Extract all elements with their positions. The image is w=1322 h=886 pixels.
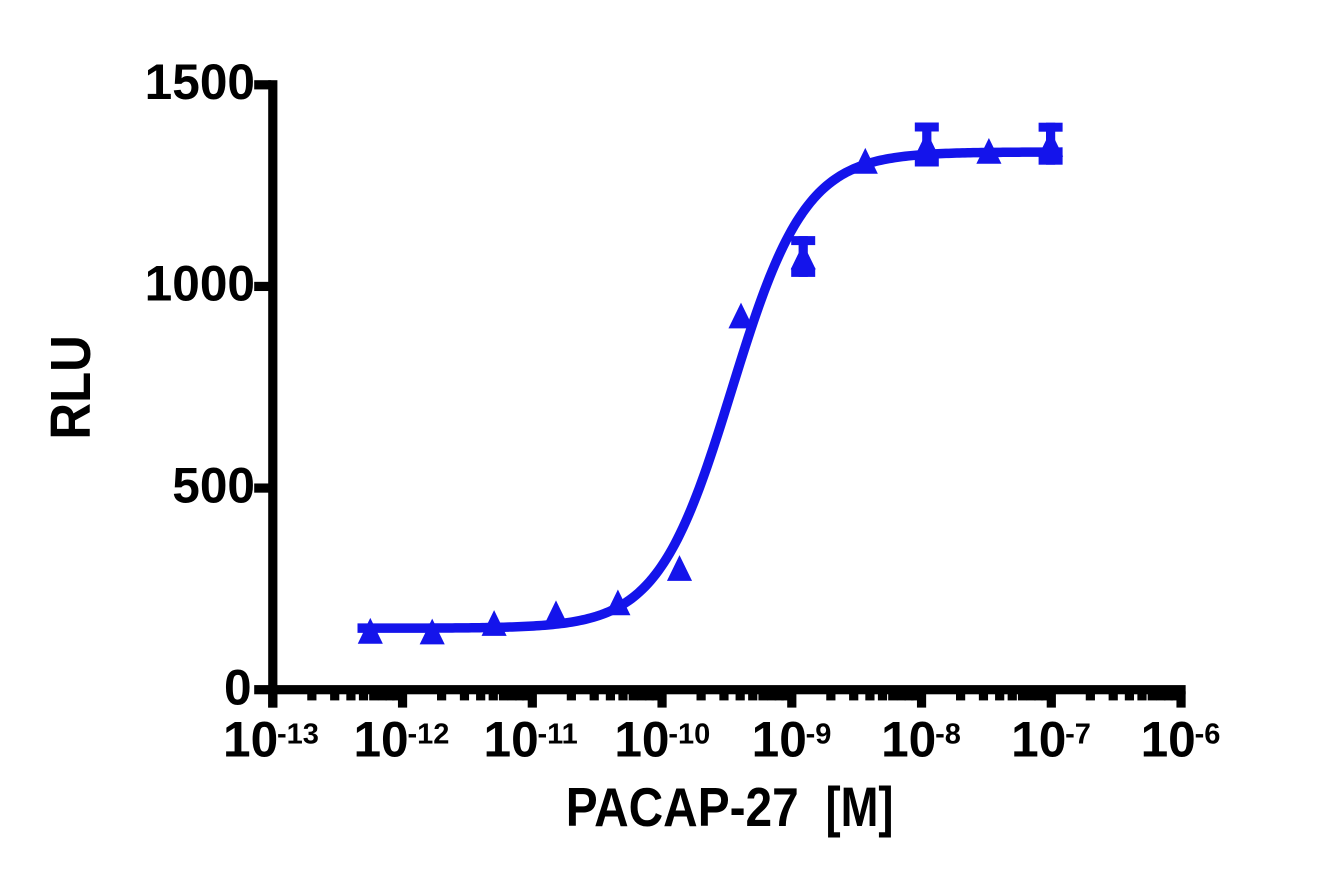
svg-text:-9: -9 xyxy=(806,719,832,751)
svg-text:-11: -11 xyxy=(538,719,578,751)
svg-text:10: 10 xyxy=(353,712,408,768)
svg-text:1000: 1000 xyxy=(145,256,255,312)
svg-text:-10: -10 xyxy=(668,719,710,751)
svg-text:10: 10 xyxy=(484,712,539,768)
svg-text:-12: -12 xyxy=(407,719,449,751)
svg-text:0: 0 xyxy=(224,660,252,716)
svg-text:10: 10 xyxy=(614,712,669,768)
svg-text:500: 500 xyxy=(172,457,255,513)
svg-text:10: 10 xyxy=(1141,712,1196,768)
svg-text:PACAP-27: PACAP-27 xyxy=(566,777,799,838)
svg-text:10: 10 xyxy=(1011,712,1066,768)
svg-text:-13: -13 xyxy=(277,719,319,751)
svg-text:-6: -6 xyxy=(1195,719,1221,751)
svg-text:RLU: RLU xyxy=(39,335,102,439)
svg-text:10: 10 xyxy=(223,712,278,768)
svg-text:10: 10 xyxy=(752,712,807,768)
svg-text:1500: 1500 xyxy=(145,54,255,110)
svg-text:[M]: [M] xyxy=(826,776,894,838)
svg-text:-8: -8 xyxy=(935,719,961,751)
svg-text:10: 10 xyxy=(881,712,936,768)
svg-text:-7: -7 xyxy=(1065,719,1091,751)
